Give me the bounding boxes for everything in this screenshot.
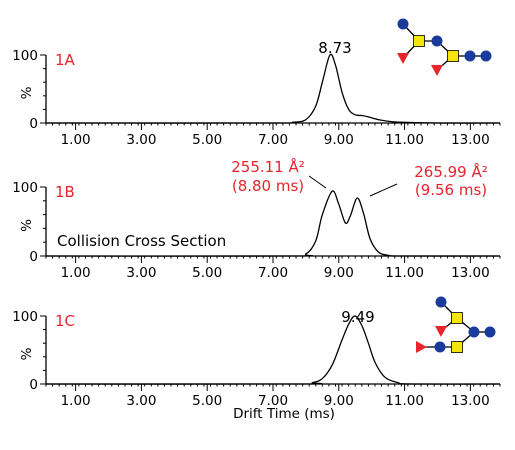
panel-label-1b: 1B (55, 183, 75, 201)
y-axis-title-1b: % (19, 219, 35, 232)
peak-label-1c: 9.49 (341, 308, 374, 326)
trace-line-1a (45, 53, 501, 124)
glycan-structure-icon-1c (416, 296, 496, 353)
x-tick-label-1b-13.00: 13.00 (451, 265, 490, 281)
time-label-peak1: (8.80 ms) (232, 177, 304, 195)
y-tick-label-1b-100: 100 (12, 180, 38, 196)
trace-line-1b (45, 190, 501, 257)
time-label-peak2: (9.56 ms) (415, 181, 487, 199)
x-tick-label-1a-11.00: 11.00 (385, 132, 424, 148)
x-tick-label-1c-5.00: 5.00 (192, 393, 222, 409)
ccs-label-peak1: 255.11 Å² (231, 157, 305, 176)
x-tick-label-1a-3.00: 3.00 (126, 132, 156, 148)
x-tick-label-1c-7.00: 7.00 (258, 393, 288, 409)
panel-label-1a: 1A (55, 51, 76, 69)
x-tick-label-1c-1.00: 1.00 (61, 393, 91, 409)
x-tick-label-1a-13.00: 13.00 (451, 132, 490, 148)
x-tick-label-1b-9.00: 9.00 (324, 265, 354, 281)
x-tick-label-1b-1.00: 1.00 (61, 265, 91, 281)
y-tick-label-1c-100: 100 (12, 309, 38, 325)
y-tick-label-1b-0: 0 (29, 249, 38, 265)
x-tick-label-1a-7.00: 7.00 (258, 132, 288, 148)
x-tick-label-1c-9.00: 9.00 (324, 393, 354, 409)
x-tick-label-1a-9.00: 9.00 (324, 132, 354, 148)
x-tick-label-1c-3.00: 3.00 (126, 393, 156, 409)
y-tick-label-1a-0: 0 (29, 116, 38, 132)
x-tick-label-1b-11.00: 11.00 (385, 265, 424, 281)
x-tick-label-1b-3.00: 3.00 (126, 265, 156, 281)
x-tick-label-1a-1.00: 1.00 (61, 132, 91, 148)
x-tick-label-1a-5.00: 5.00 (192, 132, 222, 148)
ccs-label-peak2: 265.99 Å² (414, 162, 488, 181)
y-tick-label-1c-0: 0 (29, 377, 38, 393)
panel-label-1c: 1C (55, 312, 75, 330)
x-tick-label-1c-11.00: 11.00 (385, 393, 424, 409)
y-axis-title-1c: % (19, 347, 35, 360)
y-tick-label-1a-100: 100 (12, 48, 38, 64)
trace-line-1c (45, 315, 501, 385)
y-axis-title-1a: % (19, 86, 35, 99)
x-axis-title: Drift Time (ms) (233, 406, 335, 422)
leader-line-peak2 (369, 183, 398, 197)
glycan-structure-icon-1a (397, 18, 492, 76)
x-tick-label-1b-5.00: 5.00 (192, 265, 222, 281)
collision-cross-section-label: Collision Cross Section (57, 232, 226, 250)
x-tick-label-1c-13.00: 13.00 (451, 393, 490, 409)
peak-label-1a: 8.73 (318, 39, 351, 57)
x-tick-label-1b-7.00: 7.00 (258, 265, 288, 281)
leader-line-peak1 (308, 175, 327, 189)
